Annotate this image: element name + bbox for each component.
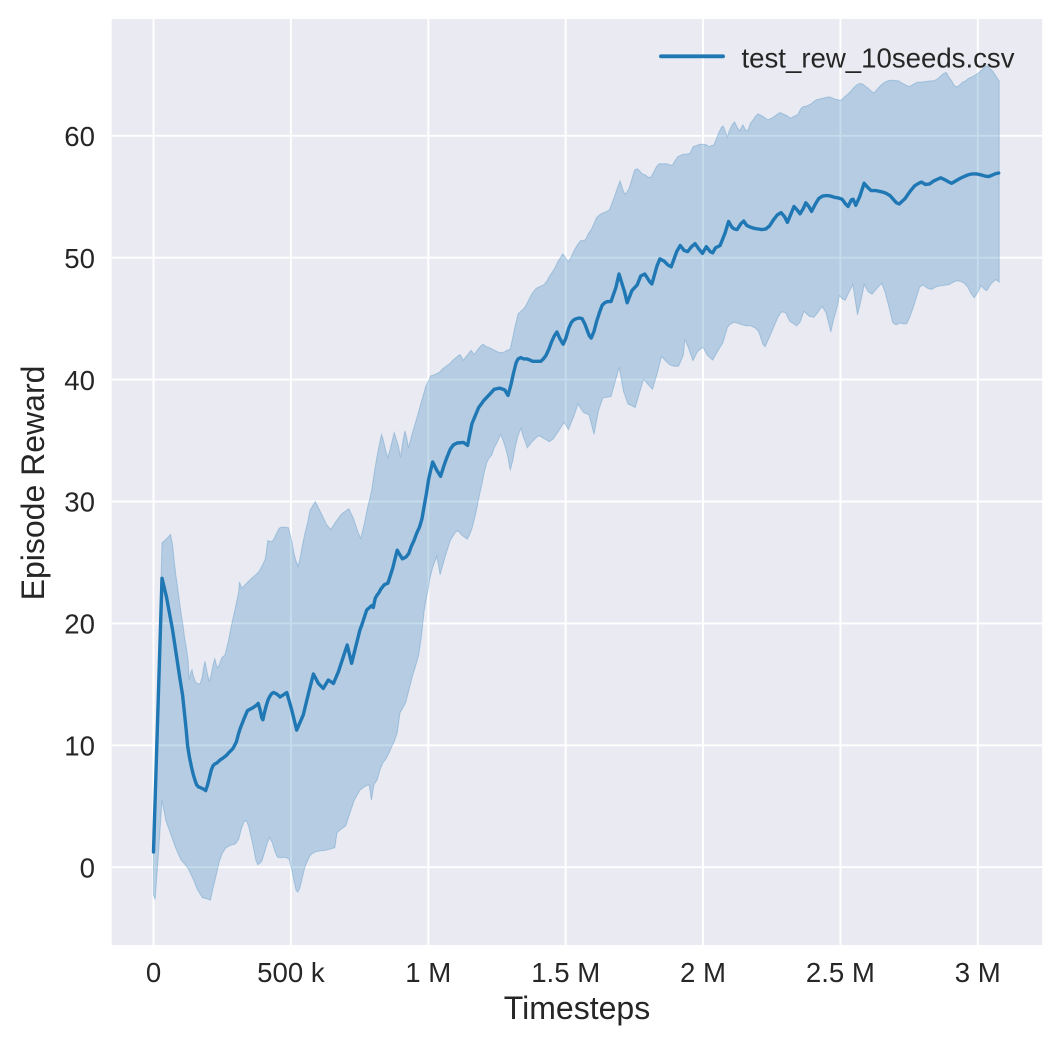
svg-text:2 M: 2 M xyxy=(680,957,726,988)
svg-text:1 M: 1 M xyxy=(405,957,451,988)
svg-text:0: 0 xyxy=(146,957,161,988)
svg-text:10: 10 xyxy=(64,731,95,762)
svg-text:test_rew_10seeds.csv: test_rew_10seeds.csv xyxy=(742,42,1015,73)
svg-text:20: 20 xyxy=(64,609,95,640)
svg-text:3 M: 3 M xyxy=(955,957,1001,988)
svg-text:60: 60 xyxy=(64,121,95,152)
svg-text:2.5 M: 2.5 M xyxy=(806,957,875,988)
svg-text:Timesteps: Timesteps xyxy=(504,990,650,1026)
svg-text:40: 40 xyxy=(64,365,95,396)
svg-text:Episode Reward: Episode Reward xyxy=(15,366,51,601)
svg-text:500 k: 500 k xyxy=(257,957,325,988)
svg-text:30: 30 xyxy=(64,487,95,518)
svg-text:1.5 M: 1.5 M xyxy=(531,957,600,988)
svg-text:50: 50 xyxy=(64,243,95,274)
svg-text:0: 0 xyxy=(80,852,95,883)
